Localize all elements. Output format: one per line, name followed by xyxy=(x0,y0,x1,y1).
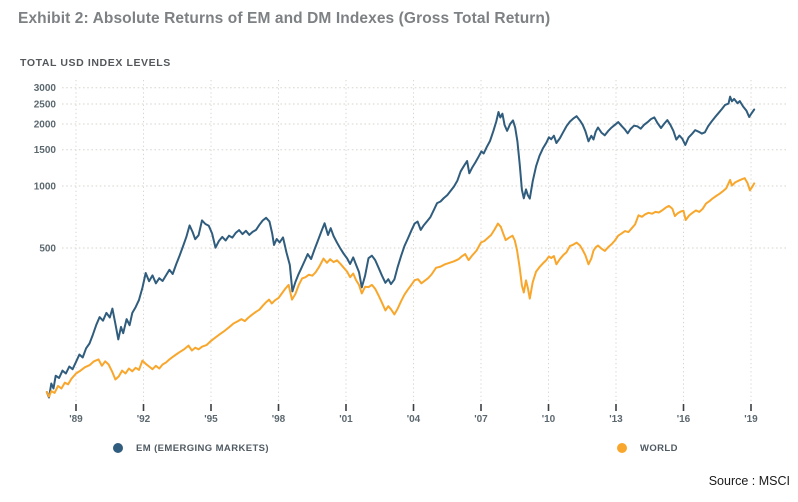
legend-item-world: WORLD xyxy=(617,442,678,454)
x-tick-label: '07 xyxy=(474,414,488,425)
x-tick-label: '01 xyxy=(339,414,353,425)
x-tick-label: '16 xyxy=(677,414,691,425)
x-tick-label: '19 xyxy=(744,414,758,425)
world-series-line xyxy=(45,177,756,398)
y-tick-label: 3000 xyxy=(34,83,57,94)
y-tick-label: 2000 xyxy=(34,119,57,130)
x-tick-label: '95 xyxy=(204,414,218,425)
y-axis-title: TOTAL USD INDEX LEVELS xyxy=(20,57,171,69)
x-tick-label: '04 xyxy=(407,414,421,425)
x-tick-label: '13 xyxy=(609,414,623,425)
x-tick-label: '98 xyxy=(272,414,286,425)
x-tick-label: '92 xyxy=(137,414,151,425)
x-tick-label: '89 xyxy=(69,414,83,425)
legend-item-em: EM (EMERGING MARKETS) xyxy=(113,442,269,454)
x-tick-label: '10 xyxy=(542,414,556,425)
exhibit-title: Exhibit 2: Absolute Returns of EM and DM… xyxy=(18,10,551,27)
y-tick-label: 1500 xyxy=(34,145,57,156)
world-legend-dot xyxy=(617,443,627,453)
y-tick-label: 500 xyxy=(39,244,56,255)
y-tick-label: 2500 xyxy=(34,100,57,111)
em-series-line xyxy=(45,95,756,399)
world-legend-label: WORLD xyxy=(640,442,678,454)
source-attribution: Source : MSCI xyxy=(708,474,790,488)
em-legend-label: EM (EMERGING MARKETS) xyxy=(136,442,269,454)
em-legend-dot xyxy=(113,443,123,453)
y-tick-label: 1000 xyxy=(34,182,57,193)
